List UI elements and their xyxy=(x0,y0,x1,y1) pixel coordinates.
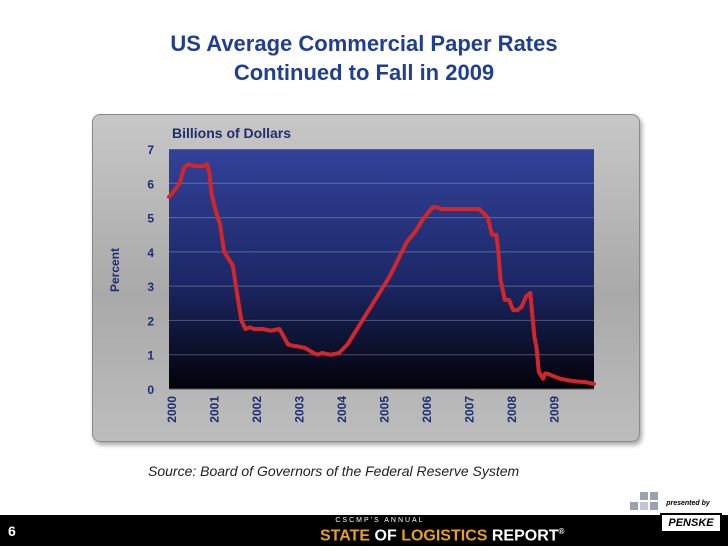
report-logo-main: STATE OF LOGISTICS REPORT® xyxy=(320,527,565,545)
source-note: Source: Board of Governors of the Federa… xyxy=(148,463,520,479)
rate-series-line xyxy=(167,162,596,386)
y-tick-label: 3 xyxy=(147,280,154,294)
y-tick-label: 6 xyxy=(147,177,154,191)
x-tick-label: 2005 xyxy=(378,396,392,423)
decorative-squares xyxy=(600,492,660,516)
x-tick-label: 2007 xyxy=(463,396,477,423)
report-logo-small: CSCMP'S ANNUAL xyxy=(335,517,425,524)
chart-title: Billions of Dollars xyxy=(172,125,291,141)
x-tick-label: 2001 xyxy=(208,396,222,423)
y-axis-label: Percent xyxy=(108,248,122,292)
y-tick-label: 4 xyxy=(147,246,154,260)
slide-title-line2: Continued to Fall in 2009 xyxy=(233,60,495,85)
x-tick-label: 2000 xyxy=(165,396,179,423)
y-tick-label: 7 xyxy=(147,143,154,157)
x-tick-labels: 2000 2001 2002 2003 2004 2005 2006 2007 2008 2009 xyxy=(165,396,562,423)
x-tick-label: 2004 xyxy=(335,396,349,423)
slide-title-line1: US Average Commercial Paper Rates xyxy=(170,31,558,56)
plot-area xyxy=(169,149,594,389)
y-tick-label: 1 xyxy=(147,349,154,363)
footer-bar xyxy=(0,515,728,546)
y-tick-labels: 0 1 2 3 4 5 6 7 xyxy=(147,143,154,397)
x-tick-label: 2006 xyxy=(420,396,434,423)
y-tick-label: 2 xyxy=(147,314,154,328)
presented-by-label: presented by xyxy=(666,500,710,507)
x-tick-label: 2008 xyxy=(505,396,519,423)
x-tick-label: 2009 xyxy=(548,396,562,423)
sponsor-block: presented by PENSKE xyxy=(652,500,724,544)
grid-lines xyxy=(169,148,594,356)
report-logo: CSCMP'S ANNUAL STATE OF LOGISTICS REPORT… xyxy=(320,515,580,546)
page-number: 6 xyxy=(8,523,16,539)
x-tick-label: 2002 xyxy=(250,396,264,423)
y-tick-label: 5 xyxy=(147,212,154,226)
y-tick-label: 0 xyxy=(147,383,154,397)
x-tick-label: 2003 xyxy=(293,396,307,423)
sponsor-logo: PENSKE xyxy=(660,513,722,533)
